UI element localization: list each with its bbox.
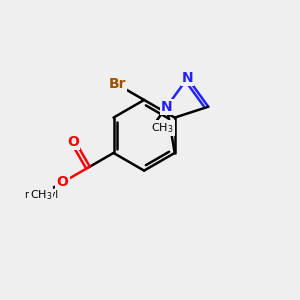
Text: methyl: methyl (24, 190, 58, 200)
Text: Br: Br (109, 77, 126, 92)
Text: N: N (161, 100, 172, 114)
Text: N: N (182, 71, 194, 85)
Text: O: O (57, 176, 68, 189)
Text: O: O (68, 135, 79, 149)
Text: CH$_3$: CH$_3$ (30, 188, 52, 202)
Text: CH$_3$: CH$_3$ (151, 121, 174, 135)
